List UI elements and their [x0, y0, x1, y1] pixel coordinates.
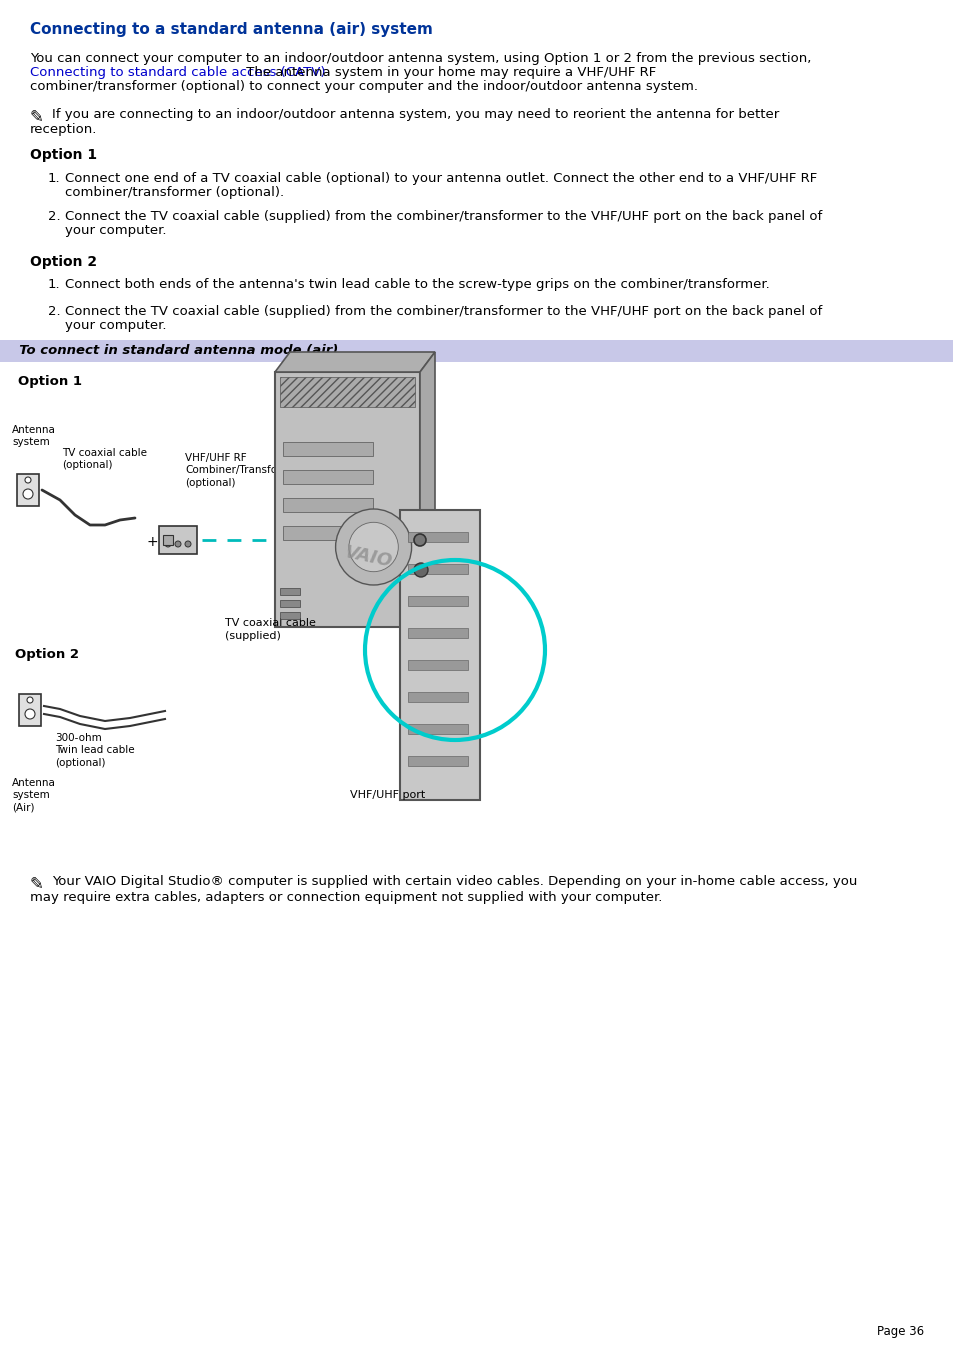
Text: combiner/transformer (optional) to connect your computer and the indoor/outdoor : combiner/transformer (optional) to conne… [30, 80, 698, 93]
Polygon shape [419, 353, 435, 627]
Circle shape [349, 523, 398, 571]
Circle shape [174, 540, 181, 547]
Text: Connect one end of a TV coaxial cable (optional) to your antenna outlet. Connect: Connect one end of a TV coaxial cable (o… [65, 172, 817, 185]
Text: 2.: 2. [48, 209, 61, 223]
Bar [274, 372, 419, 627]
Text: 1.: 1. [48, 278, 61, 290]
Circle shape [414, 563, 428, 577]
Text: 300-ohm
Twin lead cable
(optional): 300-ohm Twin lead cable (optional) [55, 734, 134, 767]
Bar [408, 628, 468, 638]
Bar [283, 499, 373, 512]
Bar [280, 600, 299, 607]
Bar [280, 588, 299, 594]
Text: Page 36: Page 36 [876, 1325, 923, 1337]
Circle shape [25, 477, 30, 484]
Text: VHF/UHF RF
Combiner/Transformer
(optional): VHF/UHF RF Combiner/Transformer (optiona… [185, 453, 302, 488]
Bar [408, 532, 468, 542]
Text: You can connect your computer to an indoor/outdoor antenna system, using Option : You can connect your computer to an indo… [30, 51, 810, 65]
Text: TV coaxial cable
(supplied): TV coaxial cable (supplied) [225, 617, 315, 642]
Circle shape [23, 489, 33, 499]
Text: TV coaxial cable
(optional): TV coaxial cable (optional) [62, 449, 147, 470]
Bar [163, 535, 172, 544]
Bar [19, 694, 41, 725]
Text: Connecting to standard cable access (CATV): Connecting to standard cable access (CAT… [30, 66, 325, 78]
Bar [283, 470, 373, 484]
Bar [0, 340, 953, 362]
Text: Option 2: Option 2 [30, 255, 97, 269]
Text: your computer.: your computer. [65, 224, 167, 236]
Text: ✎: ✎ [30, 108, 44, 126]
Bar [280, 612, 299, 619]
Bar [408, 724, 468, 734]
Bar [283, 442, 373, 457]
Text: Connect the TV coaxial cable (supplied) from the combiner/transformer to the VHF: Connect the TV coaxial cable (supplied) … [65, 209, 821, 223]
Bar [159, 526, 196, 554]
Text: Option 1: Option 1 [18, 376, 82, 388]
Bar [408, 563, 468, 574]
Text: may require extra cables, adapters or connection equipment not supplied with you: may require extra cables, adapters or co… [30, 892, 661, 904]
Bar [408, 692, 468, 703]
Text: ✎: ✎ [30, 875, 44, 893]
Text: your computer.: your computer. [65, 319, 167, 332]
Circle shape [165, 540, 171, 547]
Polygon shape [274, 353, 435, 372]
Text: reception.: reception. [30, 123, 97, 136]
Text: To connect in standard antenna mode (air): To connect in standard antenna mode (air… [10, 345, 338, 357]
Circle shape [185, 540, 191, 547]
Bar [399, 509, 479, 800]
Bar [280, 377, 415, 407]
Text: combiner/transformer (optional).: combiner/transformer (optional). [65, 186, 284, 199]
Text: Antenna
system: Antenna system [12, 426, 56, 447]
Text: If you are connecting to an indoor/outdoor antenna system, you may need to reori: If you are connecting to an indoor/outdo… [52, 108, 779, 122]
Text: The antenna system in your home may require a VHF/UHF RF: The antenna system in your home may requ… [242, 66, 656, 78]
Circle shape [27, 697, 33, 703]
Bar [408, 596, 468, 607]
Bar [0, 362, 953, 848]
Text: Antenna
system
(Air): Antenna system (Air) [12, 778, 56, 813]
Text: 1.: 1. [48, 172, 61, 185]
Bar [408, 757, 468, 766]
Text: Your VAIO Digital Studio® computer is supplied with certain video cables. Depend: Your VAIO Digital Studio® computer is su… [52, 875, 857, 888]
Text: Option 2: Option 2 [15, 648, 79, 661]
Circle shape [414, 534, 426, 546]
Text: VAIO: VAIO [343, 543, 394, 571]
Circle shape [335, 509, 411, 585]
Bar [283, 526, 373, 540]
Text: Connect the TV coaxial cable (supplied) from the combiner/transformer to the VHF: Connect the TV coaxial cable (supplied) … [65, 305, 821, 317]
Bar [17, 474, 39, 507]
Text: 2.: 2. [48, 305, 61, 317]
Circle shape [25, 709, 35, 719]
Bar [408, 661, 468, 670]
Text: Option 1: Option 1 [30, 149, 97, 162]
Text: Connect both ends of the antenna's twin lead cable to the screw-type grips on th: Connect both ends of the antenna's twin … [65, 278, 769, 290]
Text: Connecting to a standard antenna (air) system: Connecting to a standard antenna (air) s… [30, 22, 433, 36]
Text: VHF/UHF port: VHF/UHF port [350, 790, 425, 800]
Text: +: + [146, 535, 157, 549]
